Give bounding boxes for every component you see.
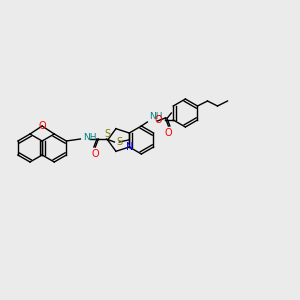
Text: O: O: [38, 121, 46, 131]
Text: O: O: [165, 128, 172, 138]
Text: S: S: [105, 129, 111, 139]
Text: O: O: [92, 149, 99, 159]
Text: O: O: [154, 115, 162, 125]
Text: NH: NH: [149, 112, 163, 121]
Text: NH: NH: [83, 134, 97, 142]
Text: S: S: [116, 137, 122, 147]
Text: N: N: [126, 142, 133, 152]
